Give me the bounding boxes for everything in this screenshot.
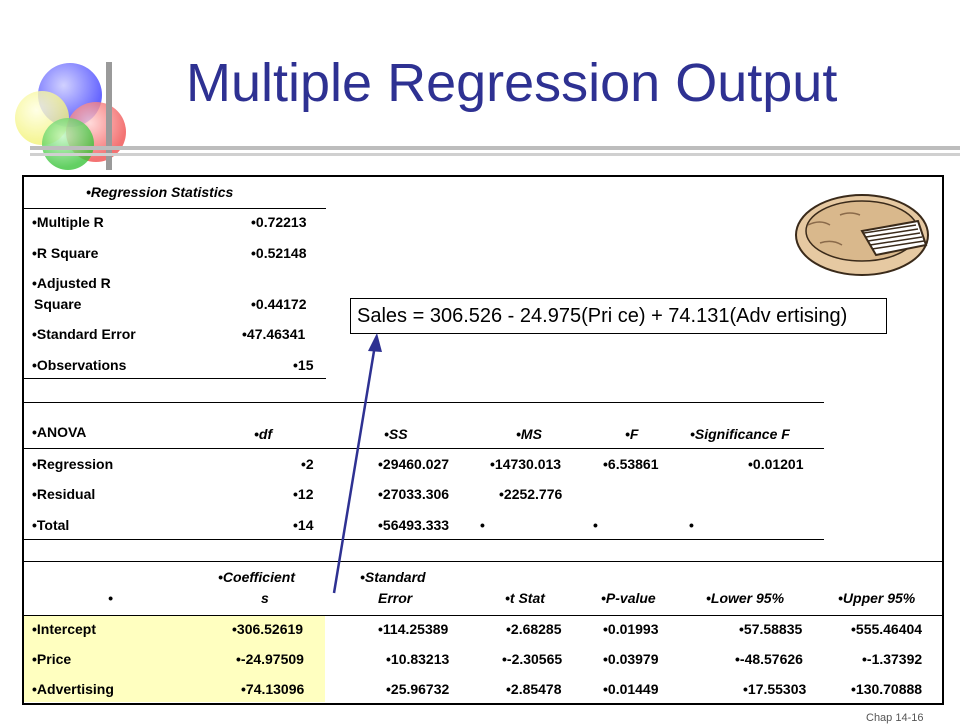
slide-title: Multiple Regression Output	[186, 53, 838, 113]
coef-lower: •-48.57626	[735, 651, 803, 667]
anova-header-df: •df	[254, 426, 273, 442]
coef-row-name: •Price	[32, 651, 72, 667]
decorative-circles-icon	[15, 62, 960, 170]
stats-header: •Regression Statistics	[86, 184, 234, 200]
anova-header-f: •F	[625, 426, 639, 442]
coef-p: •0.01993	[603, 621, 659, 637]
anova-ss: •29460.027	[378, 456, 450, 472]
coef-column-highlight	[224, 616, 325, 702]
stat-value: •47.46341	[242, 326, 306, 342]
anova-row-name: •Residual	[32, 486, 96, 502]
stat-label: •Multiple R	[32, 214, 104, 230]
anova-label: •ANOVA	[32, 424, 87, 440]
anova-header-ss: •SS	[384, 426, 408, 442]
coef-header-t-stat: •t Stat	[505, 590, 545, 606]
coef-se: •114.25389	[378, 621, 449, 637]
stat-label: •Adjusted R	[32, 275, 111, 291]
anova-sig: •0.01201	[748, 456, 804, 472]
coef-upper: •555.46404	[851, 621, 923, 637]
stat-value: •0.44172	[251, 296, 307, 312]
stat-label: •Observations	[32, 357, 127, 373]
anova-ss: •56493.333	[378, 517, 450, 533]
slide-footer: Chap 14-16	[866, 712, 924, 724]
anova-f: •	[593, 517, 598, 533]
anova-row-name: •Regression	[32, 456, 114, 472]
anova-df: •12	[293, 486, 314, 502]
coef-t: •-2.30565	[502, 651, 563, 667]
coef-p: •0.01449	[603, 681, 659, 697]
anova-ms: •2252.776	[499, 486, 563, 502]
anova-header-ms: •MS	[516, 426, 542, 442]
coef-value: •-24.97509	[236, 651, 304, 667]
coef-row-name: •Intercept	[32, 621, 97, 637]
coef-row-name: •Advertising	[32, 681, 114, 697]
coef-header-coefficients: •Coefficient	[218, 569, 295, 585]
stat-value: •15	[293, 357, 314, 373]
anova-df: •2	[301, 456, 314, 472]
stat-label: •Standard Error	[32, 326, 136, 342]
coef-lower: •57.58835	[739, 621, 803, 637]
coef-lower: •17.55303	[743, 681, 807, 697]
coef-se: •10.83213	[386, 651, 450, 667]
anova-row-name: •Total	[32, 517, 70, 533]
anova-header-significance: •Significance F	[690, 426, 790, 442]
anova-ss: •27033.306	[378, 486, 450, 502]
anova-df: •14	[293, 517, 314, 533]
anova-ms: •	[480, 517, 485, 533]
coef-header-standard-error: •Standard	[360, 569, 426, 585]
stat-value: •0.72213	[251, 214, 307, 230]
stat-label: •R Square	[32, 245, 99, 261]
stat-value: •0.52148	[251, 245, 307, 261]
coef-upper: •130.70888	[851, 681, 923, 697]
coef-value: •74.13096	[241, 681, 305, 697]
name-column-highlight	[24, 616, 224, 702]
coef-header-upper: •Upper 95%	[838, 590, 916, 606]
coef-t: •2.85478	[506, 681, 562, 697]
coef-p: •0.03979	[603, 651, 659, 667]
coef-header-lower: •Lower 95%	[706, 590, 785, 606]
coef-value: •306.52619	[232, 621, 304, 637]
stat-label: Square	[34, 296, 82, 312]
anova-sig: •	[689, 517, 694, 533]
coef-header-p-value: •P-value	[601, 590, 656, 606]
coef-se: •25.96732	[386, 681, 450, 697]
coef-header-blank: •	[108, 590, 113, 606]
anova-ms: •14730.013	[490, 456, 562, 472]
anova-f: •6.53861	[603, 456, 659, 472]
coef-upper: •-1.37392	[862, 651, 923, 667]
coef-t: •2.68285	[506, 621, 562, 637]
pie-icon	[795, 194, 929, 276]
coef-header-standard-error-wrap: Error	[378, 590, 413, 606]
regression-equation: Sales = 306.526 - 24.975(Pri ce) + 74.13…	[350, 298, 887, 334]
coef-header-coefficients-wrap: s	[261, 590, 269, 606]
